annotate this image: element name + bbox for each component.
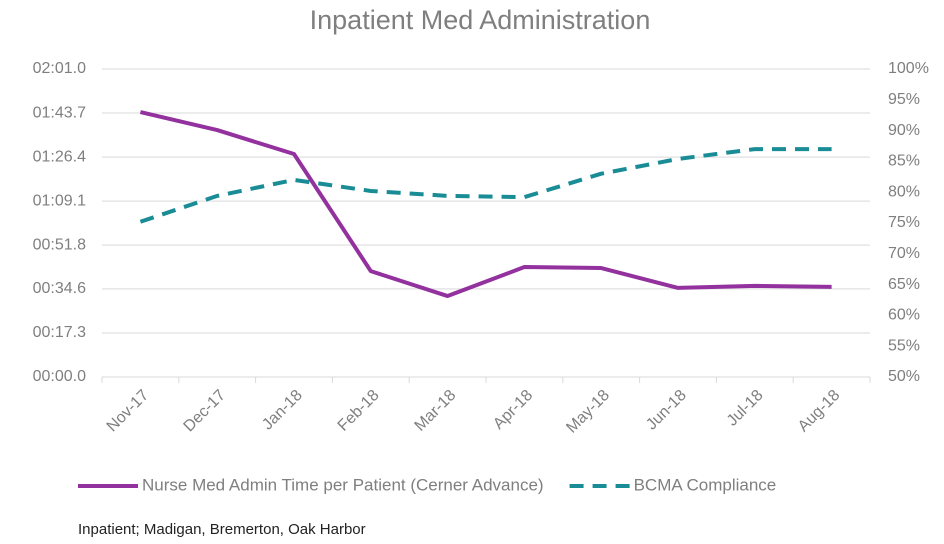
y-tick-label: 01:09.1 [33, 192, 86, 209]
series-line [139, 147, 832, 224]
y2-tick-label: 75% [888, 214, 920, 231]
y-tick-label: 01:26.4 [33, 148, 86, 165]
y2-tick-label: 90% [888, 122, 920, 139]
x-tick-label: Dec-17 [181, 387, 230, 436]
x-tick-label: May-18 [563, 387, 613, 437]
x-tick-label: Jun-18 [643, 387, 690, 434]
y2-tick-label: 55% [888, 337, 920, 354]
y2-tick-label: 100% [888, 60, 929, 77]
chart-title: Inpatient Med Administration [310, 5, 651, 35]
y2-tick-label: 60% [888, 307, 920, 324]
note: Inpatient; Madigan, Bremerton, Oak Harbo… [78, 521, 366, 538]
series-line [139, 110, 832, 299]
y-tick-label: 00:17.3 [33, 324, 86, 341]
y2-tick-label: 50% [888, 368, 920, 385]
y2-tick-label: 95% [888, 91, 920, 108]
y-tick-label: 00:34.6 [33, 280, 86, 297]
x-tick-label: Feb-18 [335, 387, 383, 435]
x-tick-label: Jul-18 [724, 387, 767, 430]
x-tick-label: Nov-17 [104, 387, 153, 436]
legend-label: Nurse Med Admin Time per Patient (Cerner… [142, 475, 544, 494]
y2-tick-label: 70% [888, 245, 920, 262]
legend-label: BCMA Compliance [634, 475, 777, 494]
x-tick-label: Mar-18 [412, 387, 460, 435]
x-tick-label: Jan-18 [259, 387, 306, 434]
y2-tick-label: 80% [888, 183, 920, 200]
y2-tick-label: 65% [888, 276, 920, 293]
y-tick-label: 00:51.8 [33, 236, 86, 253]
x-tick-label: Aug-18 [795, 387, 844, 436]
y-tick-label: 02:01.0 [33, 60, 86, 77]
y-tick-label: 00:00.0 [33, 368, 86, 385]
x-tick-label: Apr-18 [490, 387, 536, 433]
y2-tick-label: 85% [888, 153, 920, 170]
y-tick-label: 01:43.7 [33, 104, 86, 121]
